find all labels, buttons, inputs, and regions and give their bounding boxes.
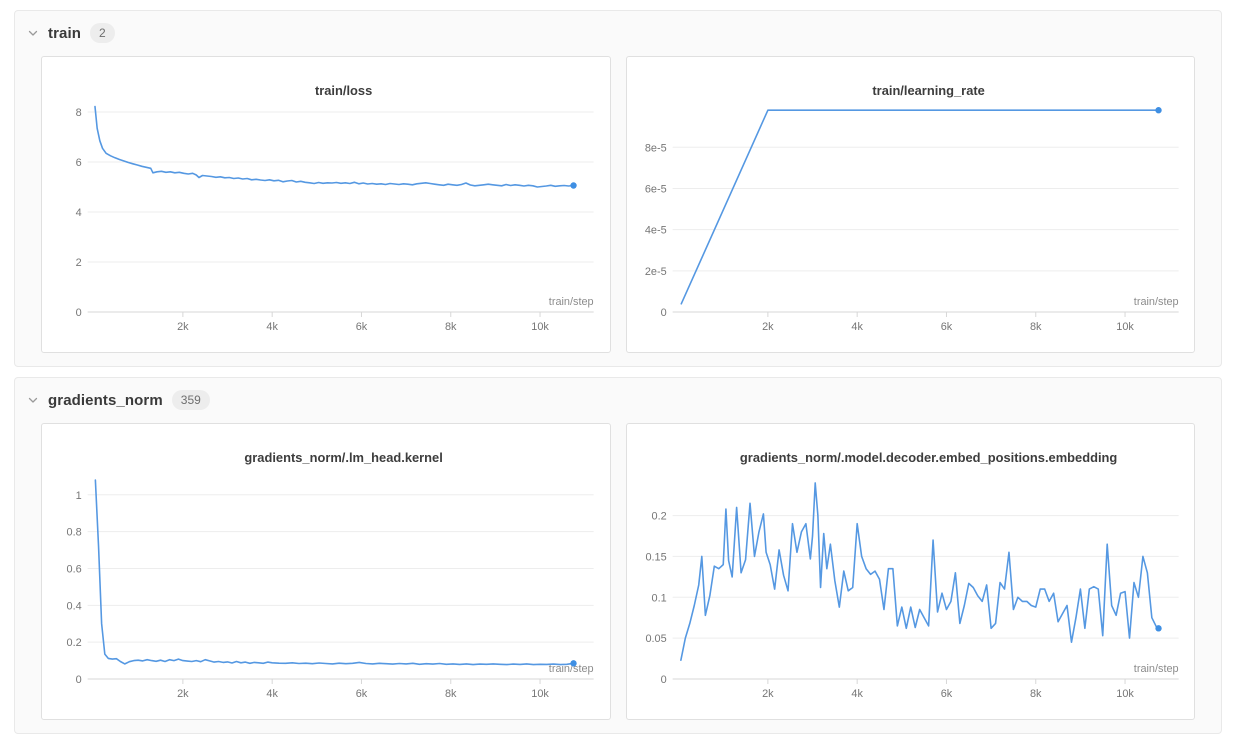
x-axis-label: train/step: [1133, 296, 1178, 308]
x-tick-label: 8k: [1030, 688, 1042, 700]
y-tick-label: 0: [660, 307, 666, 319]
chart-card-train-loss[interactable]: 0 2 4 6 8 2k 4k 6k 8k 10k train/step train/loss: [41, 56, 611, 353]
chart-card-gradients-norm-lm-head-kernel[interactable]: 0 0.2 0.4 0.6 0.8 1 2k 4k 6k 8k 10k train/step gradi…: [41, 423, 611, 720]
x-tick-label: 2k: [177, 688, 189, 700]
y-tick-label: 0.15: [645, 551, 666, 563]
x-tick-label: 8k: [445, 688, 457, 700]
y-tick-label: 0.2: [67, 637, 82, 649]
chevron-down-icon[interactable]: [27, 394, 39, 406]
x-tick-label: 6k: [356, 688, 368, 700]
x-tick-label: 4k: [266, 321, 278, 333]
gradients-norm-embed-positions-chart[interactable]: 0 0.05 0.1 0.15 0.2 2k 4k 6k 8k 10k train/step grad…: [627, 424, 1195, 719]
series-line: [679, 109, 1159, 305]
series-line: [94, 479, 575, 666]
y-tick-label: 0.1: [651, 592, 666, 604]
series-end-dot: [1154, 625, 1162, 632]
x-tick-label: 4k: [266, 688, 278, 700]
chart-grid: 0 0.2 0.4 0.6 0.8 1 2k 4k 6k 8k 10k train/step gradi…: [41, 423, 1195, 720]
chart-card-train-learning-rate[interactable]: 0 2e-5 4e-5 6e-5 8e-5 2k 4k 6k 8k 10k train/step tr…: [625, 56, 1195, 353]
section-title: train: [48, 24, 82, 42]
section-train: train 2 0 2 4 6 8 2k 4k 6k 8k 10k train/step train/…: [14, 10, 1222, 367]
metrics-dashboard: train 2 0 2 4 6 8 2k 4k 6k 8k 10k train/step train/…: [14, 10, 1222, 734]
series-end-dot: [570, 660, 577, 667]
y-tick-label: 4: [76, 207, 82, 219]
train-loss-chart[interactable]: 0 2 4 6 8 2k 4k 6k 8k 10k train/step train/loss: [42, 57, 610, 352]
x-tick-label: 6k: [940, 688, 952, 700]
chart-grid: 0 2 4 6 8 2k 4k 6k 8k 10k train/step train/loss 0 2e…: [41, 56, 1195, 353]
series-line: [94, 105, 575, 188]
y-tick-label: 0.2: [651, 511, 666, 523]
y-tick-label: 2e-5: [644, 266, 666, 278]
x-tick-label: 2k: [762, 688, 774, 700]
x-tick-label: 10k: [1116, 688, 1134, 700]
section-count-badge: 359: [171, 390, 210, 410]
y-tick-label: 0.4: [67, 600, 82, 612]
y-tick-label: 0: [76, 307, 82, 319]
section-gradients-norm-header[interactable]: gradients_norm 359: [27, 387, 1195, 413]
x-tick-label: 6k: [356, 321, 368, 333]
train-learning-rate-chart[interactable]: 0 2e-5 4e-5 6e-5 8e-5 2k 4k 6k 8k 10k train/step tr…: [627, 57, 1195, 352]
y-tick-label: 4e-5: [644, 225, 666, 237]
chart-title: train/loss: [315, 83, 372, 98]
section-title: gradients_norm: [48, 391, 163, 409]
chart-card-gradients-norm-embed-positions[interactable]: 0 0.05 0.1 0.15 0.2 2k 4k 6k 8k 10k train/step grad…: [625, 423, 1195, 720]
x-tick-label: 2k: [177, 321, 189, 333]
chart-title: gradients_norm/.model.decoder.embed_posi…: [739, 450, 1116, 465]
x-axis-label: train/step: [1133, 663, 1178, 675]
y-tick-label: 6: [76, 157, 82, 169]
y-tick-label: 6e-5: [644, 183, 666, 195]
gradients-norm-lm-head-kernel-chart[interactable]: 0 0.2 0.4 0.6 0.8 1 2k 4k 6k 8k 10k train/step gradi…: [42, 424, 610, 719]
y-tick-label: 0.05: [645, 633, 666, 645]
x-tick-label: 2k: [762, 321, 774, 333]
x-tick-label: 8k: [445, 321, 457, 333]
section-gradients-norm: gradients_norm 359 0 0.2 0.4 0.6 0.8 1 2k 4k 6k 8…: [14, 377, 1222, 734]
x-tick-label: 4k: [851, 688, 863, 700]
y-tick-label: 0: [76, 674, 82, 686]
section-count-badge: 2: [90, 23, 115, 43]
y-tick-label: 0.8: [67, 527, 82, 539]
series-end-dot: [1154, 107, 1162, 114]
chart-title: train/learning_rate: [872, 83, 984, 98]
chart-title: gradients_norm/.lm_head.kernel: [244, 450, 442, 465]
x-tick-label: 4k: [851, 321, 863, 333]
x-axis-label: train/step: [549, 663, 594, 675]
x-tick-label: 6k: [940, 321, 952, 333]
y-tick-label: 0.6: [67, 563, 82, 575]
y-tick-label: 0: [660, 674, 666, 686]
series-end-dot: [570, 182, 577, 189]
y-tick-label: 2: [76, 257, 82, 269]
y-tick-label: 8: [76, 107, 82, 119]
x-tick-label: 10k: [1116, 321, 1134, 333]
x-axis-label: train/step: [549, 296, 594, 308]
x-tick-label: 8k: [1030, 321, 1042, 333]
section-train-header[interactable]: train 2: [27, 20, 1195, 46]
y-tick-label: 8e-5: [644, 142, 666, 154]
chevron-down-icon[interactable]: [27, 27, 39, 39]
x-tick-label: 10k: [531, 321, 549, 333]
series-line: [679, 482, 1159, 661]
y-tick-label: 1: [76, 490, 82, 502]
x-tick-label: 10k: [531, 688, 549, 700]
